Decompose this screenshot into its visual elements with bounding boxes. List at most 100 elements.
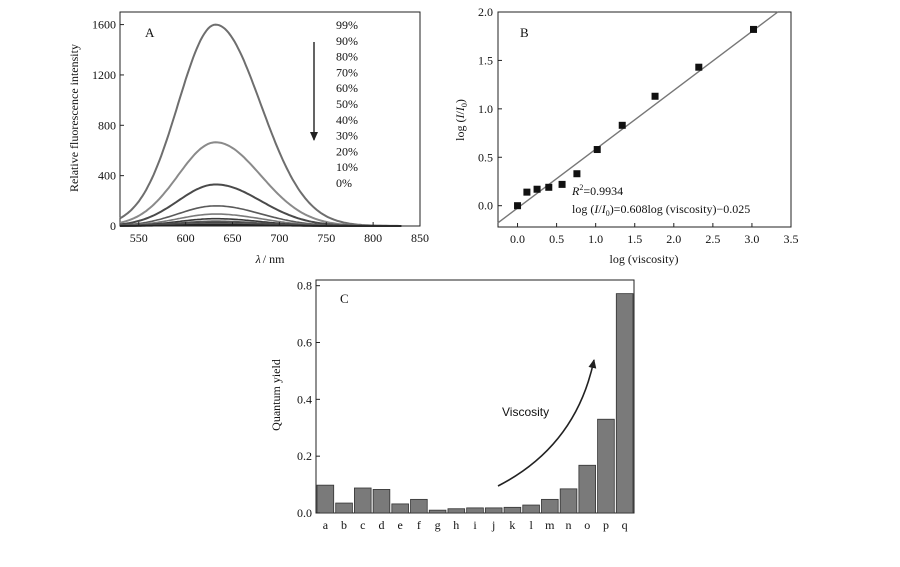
- panel-a-legend-entry: 20%: [336, 144, 358, 158]
- panel-b-data-point: [545, 183, 553, 191]
- panel-c-x-tick-label: j: [491, 518, 495, 532]
- panel-c-x-tick-label: l: [529, 518, 533, 532]
- panel-b-y-axis-label: log (I/I0): [453, 99, 469, 141]
- panel-b-x-axis-label: log (viscosity): [610, 252, 679, 266]
- panel-c-x-tick-label: m: [545, 518, 555, 532]
- panel-c-bar-e: [391, 503, 409, 514]
- panel-a-x-tick-label: 800: [364, 231, 382, 245]
- panel-b-x-ticks: 0.0 0.5 1.0 1.5 2.0 2.5 3.0 3.5: [510, 223, 799, 246]
- panel-a-legend-entry: 90%: [336, 34, 358, 48]
- panel-a-x-tick-label: 650: [224, 231, 242, 245]
- panel-a-curves: [119, 23, 402, 227]
- panel-c-x-tick-label: g: [435, 518, 441, 532]
- panel-b-x-tick-label: 3.5: [784, 232, 799, 246]
- panel-c-bar-n: [559, 488, 578, 514]
- panel-b-x-tick-label: 3.0: [744, 232, 759, 246]
- panel-b-y-label-subscript: 0: [460, 103, 469, 107]
- panel-a-series-11: [120, 224, 402, 227]
- panel-b-y-label-slash: /: [453, 111, 467, 115]
- panel-c-bar-h: [447, 508, 466, 514]
- panel-c-bar-i: [466, 507, 484, 514]
- panel-b-data-point: [573, 170, 581, 178]
- panel-b-y-tick-label: 2.0: [478, 5, 493, 19]
- panel-c-bar-j: [484, 507, 503, 514]
- panel-a-series-3: [119, 183, 402, 227]
- panel-b-r2-symbol: R: [571, 184, 580, 198]
- panel-c-x-tick-label: k: [509, 518, 515, 532]
- panel-b-fit-line: [497, 11, 779, 224]
- panel-c-y-tick-label: 0.0: [297, 506, 312, 520]
- panel-b-x-tick-label: 2.0: [666, 232, 681, 246]
- panel-c-y-tick-label: 0.2: [297, 449, 312, 463]
- panel-c-x-tick-label: f: [417, 518, 421, 532]
- panel-a-x-tick-label: 550: [130, 231, 148, 245]
- panel-a-legend-entry: 80%: [336, 50, 358, 64]
- panel-c-y-ticks: 0.0 0.2 0.4 0.6 0.8: [297, 279, 320, 520]
- panel-a-frame: [119, 11, 421, 227]
- panel-c-x-tick-label: q: [622, 518, 628, 532]
- panel-c-x-tick-label: c: [360, 518, 365, 532]
- panel-c-bars: [316, 293, 634, 514]
- panel-b-r2-exponent: 2: [579, 183, 583, 192]
- panel-b-data-point: [651, 92, 659, 100]
- panel-a-legend-entry: 30%: [336, 129, 358, 143]
- panel-c-y-tick-label: 0.4: [297, 392, 312, 406]
- panel-a-x-tick-label: 850: [411, 231, 429, 245]
- panel-b-points: [514, 25, 757, 210]
- panel-c-viscosity-arrow: [497, 359, 597, 487]
- panel-c-bar-c: [354, 487, 372, 514]
- panel-b: 0.0 0.5 1.0 1.5 2.0 2.5 3.0 3.5 0.0 0.5 1.0 1.5 2.0…: [453, 5, 799, 266]
- panel-b-frame: [497, 11, 792, 228]
- panel-c-y-axis-label: Quantum yield: [269, 359, 283, 431]
- panel-b-y-tick-label: 0.5: [478, 150, 493, 164]
- panel-a-legend-entry: 99%: [336, 18, 358, 32]
- panel-a-legend: 99% 90% 80%70% 60% 50% 40% 30%20% 10% 0%: [336, 18, 358, 190]
- panel-c-bar-q: [615, 293, 634, 514]
- panel-a-x-axis-symbol: λ: [255, 252, 261, 266]
- panel-c-viscosity-annotation: Viscosity: [502, 405, 549, 419]
- panel-b-data-point: [523, 188, 531, 196]
- panel-a-legend-entry: 50%: [336, 97, 358, 111]
- panel-b-data-point: [618, 121, 626, 129]
- panel-a-y-tick-label: 1200: [92, 68, 116, 82]
- panel-b-y-tick-label: 0.0: [478, 199, 493, 213]
- panel-c-x-tick-label: h: [453, 518, 459, 532]
- panel-c-label: C: [340, 291, 349, 306]
- panel-a-y-tick-label: 0: [110, 219, 116, 233]
- panel-c-x-tick-label: d: [378, 518, 384, 532]
- panel-a-legend-entry: 0%: [336, 176, 352, 190]
- panel-b-label: B: [520, 25, 529, 40]
- panel-b-x-tick-label: 0.0: [510, 232, 525, 246]
- panel-b-y-label-suffix: ): [453, 99, 467, 103]
- panel-b-y-tick-label: 1.5: [478, 53, 493, 67]
- panel-a-x-axis-label: λ / nm: [255, 252, 286, 266]
- panel-c-bar-d: [372, 489, 391, 514]
- panel-b-x-tick-label: 2.5: [705, 232, 720, 246]
- panel-c-bar-f: [410, 498, 428, 514]
- panel-b-y-tick-label: 1.0: [478, 102, 493, 116]
- panel-c-x-tick-label: o: [584, 518, 590, 532]
- panel-a-y-tick-label: 400: [98, 169, 116, 183]
- panel-c-x-tick-label: p: [603, 518, 609, 532]
- panel-b-x-tick-label: 1.5: [627, 232, 642, 246]
- panel-a-y-tick-label: 1600: [92, 18, 116, 32]
- panel-b-data-point: [695, 63, 703, 71]
- panel-b-data-point: [749, 25, 757, 33]
- panel-b-data-point: [514, 202, 522, 210]
- panel-c-x-tick-label: a: [323, 518, 329, 532]
- panel-b-x-tick-label: 0.5: [549, 232, 564, 246]
- panel-b-equation: log (I/I0)=0.608log (viscosity)−0.025: [572, 202, 750, 218]
- panel-c-bar-p: [597, 418, 615, 514]
- panel-c-bar-k: [503, 506, 522, 514]
- panel-c-bar-b: [335, 502, 353, 514]
- panel-b-data-point: [558, 180, 566, 188]
- panel-c-bar-g: [428, 509, 447, 514]
- panel-b-y-ticks: 0.0 0.5 1.0 1.5 2.0: [478, 5, 502, 213]
- panel-a-x-axis-unit: / nm: [263, 252, 285, 266]
- panel-b-data-point: [593, 146, 601, 154]
- panel-a-y-axis-label: Relative fluorescence intensity: [67, 44, 81, 192]
- panel-b-r2: R2=0.9934: [571, 183, 623, 198]
